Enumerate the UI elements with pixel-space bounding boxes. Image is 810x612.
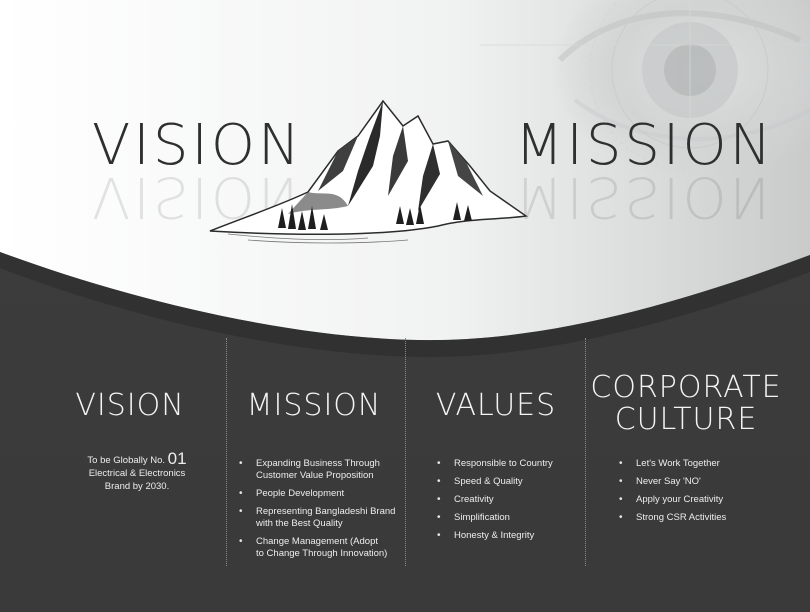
culture-list: Let's Work Together Never Say 'NO' Apply… bbox=[619, 458, 776, 524]
list-item: Simplification bbox=[437, 512, 584, 524]
culture-heading: CORPORATE CULTURE bbox=[588, 372, 784, 436]
mission-column: MISSION bbox=[224, 390, 404, 422]
list-item: Strong CSR Activities bbox=[619, 512, 776, 524]
list-item: Apply your Creativity bbox=[619, 494, 776, 506]
mountain-illustration bbox=[209, 99, 528, 244]
vision-text-prefix: To be Globally No. bbox=[87, 455, 166, 466]
vision-statement: To be Globally No. 01 Electrical & Elect… bbox=[76, 449, 198, 493]
culture-list-wrap: Let's Work Together Never Say 'NO' Apply… bbox=[619, 458, 776, 530]
vision-column: VISION bbox=[40, 390, 220, 422]
hero-mission-title: MISSION MISSION bbox=[515, 118, 774, 230]
hero-vision-title: VISION VISION bbox=[92, 118, 303, 230]
culture-heading-line1: CORPORATE bbox=[590, 370, 782, 405]
list-item: Let's Work Together bbox=[619, 458, 776, 470]
hero-mission-text: MISSION bbox=[515, 113, 775, 178]
list-item: Creativity bbox=[437, 494, 584, 506]
vision-text-number: 01 bbox=[167, 449, 187, 468]
list-item: People Development bbox=[239, 488, 406, 500]
culture-column: CORPORATE CULTURE bbox=[588, 372, 784, 436]
mission-heading: MISSION bbox=[246, 388, 382, 423]
vision-heading: VISION bbox=[75, 388, 185, 423]
list-item: Responsible to Country bbox=[437, 458, 584, 470]
values-column: VALUES bbox=[406, 390, 586, 422]
vision-text-line3: Brand by 2030. bbox=[104, 481, 170, 492]
divider-3 bbox=[585, 338, 586, 566]
values-heading: VALUES bbox=[435, 388, 557, 423]
list-item: Speed & Quality bbox=[437, 476, 584, 488]
vision-text-line2: Electrical & Electronics bbox=[88, 468, 186, 479]
values-list: Responsible to Country Speed & Quality C… bbox=[437, 458, 584, 542]
values-list-wrap: Responsible to Country Speed & Quality C… bbox=[437, 458, 584, 548]
eye-image bbox=[480, 0, 810, 180]
divider-2 bbox=[405, 338, 406, 566]
list-item: Honesty & Integrity bbox=[437, 530, 584, 542]
hero-vision-text: VISION bbox=[92, 113, 303, 178]
list-item: Never Say 'NO' bbox=[619, 476, 776, 488]
divider-1 bbox=[226, 338, 227, 566]
culture-heading-line2: CULTURE bbox=[614, 402, 758, 437]
